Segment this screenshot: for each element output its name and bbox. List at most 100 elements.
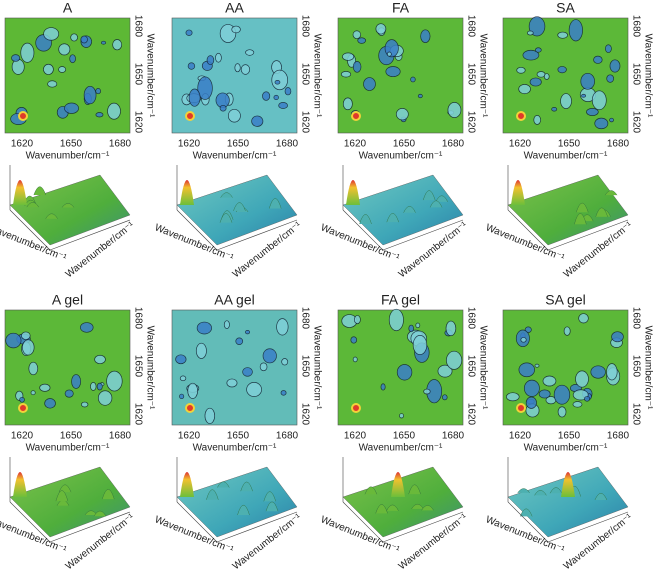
surface-ridge <box>237 504 250 516</box>
surface-ridge <box>429 200 443 208</box>
contour <box>584 396 591 402</box>
contour <box>197 76 213 100</box>
surface-ridge <box>411 503 424 510</box>
contour <box>83 85 97 105</box>
x-tick-label: 1680 <box>442 139 465 150</box>
surface-axis <box>547 511 629 543</box>
contour <box>5 332 22 349</box>
contour <box>70 33 78 42</box>
x-tick-label: 1620 <box>11 431 34 442</box>
y-tick-label: 1680 <box>299 307 310 330</box>
contour <box>516 66 526 74</box>
surface-peak <box>561 472 575 497</box>
surface-ridge <box>435 195 448 202</box>
x-tick-label: 1620 <box>11 139 34 150</box>
contour <box>357 37 367 44</box>
contour <box>259 362 268 372</box>
contour <box>538 389 551 399</box>
surface-ridge <box>364 486 378 495</box>
contour <box>223 320 230 329</box>
contour <box>396 364 413 381</box>
contour <box>281 358 289 366</box>
y-tick-label: 1620 <box>132 111 143 134</box>
y-tick-label: 1650 <box>299 63 310 86</box>
contour <box>415 322 421 329</box>
contour <box>47 80 58 88</box>
surface-axis <box>382 511 464 543</box>
surface-ridge <box>269 198 282 209</box>
x-tick-label: 1650 <box>227 139 250 150</box>
y-tick-label: 1620 <box>299 111 310 134</box>
contour <box>534 363 540 368</box>
contour <box>179 393 185 400</box>
y-tick-label: 1650 <box>465 355 476 378</box>
x-tick-label: 1650 <box>227 431 250 442</box>
y-tick-label: 1650 <box>630 63 641 86</box>
contour <box>64 389 74 398</box>
contour <box>39 383 51 392</box>
contour <box>386 51 392 57</box>
surface-ridge <box>217 481 230 488</box>
surface-peak <box>180 472 194 497</box>
contour <box>572 401 583 408</box>
contour <box>251 115 264 127</box>
x-tick-label: 1650 <box>393 139 416 150</box>
contour <box>575 370 589 388</box>
panel-title: AA gel <box>214 292 254 308</box>
contour <box>274 80 281 85</box>
surface-axis <box>342 209 384 251</box>
surface-peak <box>391 472 405 497</box>
surface-ridge <box>263 491 276 502</box>
contour <box>363 77 376 91</box>
surface-ridge <box>574 213 587 225</box>
surface-axis <box>216 219 298 251</box>
contour <box>604 44 612 53</box>
surface-axis <box>49 219 131 251</box>
contour <box>43 63 54 75</box>
surface-ridge <box>595 207 608 217</box>
y-axis-label: Wavenumber/cm⁻¹ <box>311 34 322 118</box>
contour <box>551 107 558 112</box>
x-tick-label: 1620 <box>178 139 201 150</box>
contour <box>590 365 606 379</box>
peak-spot <box>351 403 361 413</box>
x-tick-label: 1680 <box>442 431 465 442</box>
contour <box>206 55 215 66</box>
contour <box>196 321 212 335</box>
contour <box>80 35 88 44</box>
contour <box>578 313 589 324</box>
contour <box>560 93 572 109</box>
contour <box>278 102 288 109</box>
x-axis-label: Wavenumber/cm⁻¹ <box>26 151 110 162</box>
y-tick-label: 1620 <box>465 403 476 426</box>
surface-ridge <box>576 202 589 213</box>
y-axis-label: Wavenumber/cm⁻¹ <box>477 326 488 410</box>
x-tick-label: 1620 <box>509 431 532 442</box>
x-axis-label: Wavenumber/cm⁻¹ <box>359 443 443 454</box>
contour <box>352 30 362 40</box>
contour <box>518 84 531 95</box>
x-axis-label: Wavenumber/cm⁻¹ <box>26 443 110 454</box>
surface <box>342 466 464 538</box>
contour <box>526 30 534 36</box>
x-tick-label: 1680 <box>109 431 132 442</box>
contour <box>112 39 123 51</box>
surface-ridge <box>386 213 399 223</box>
contour <box>533 115 542 125</box>
y-tick-label: 1680 <box>132 307 143 330</box>
panel-title: AA <box>225 0 244 16</box>
contour <box>90 382 97 391</box>
surface-ridge <box>206 489 219 500</box>
contour <box>276 318 289 336</box>
surface-ridge <box>403 206 416 213</box>
contour <box>188 88 201 107</box>
contour <box>408 324 414 333</box>
contour <box>385 66 401 78</box>
contour <box>179 375 187 382</box>
contour <box>375 23 387 35</box>
y-tick-label: 1620 <box>630 403 641 426</box>
